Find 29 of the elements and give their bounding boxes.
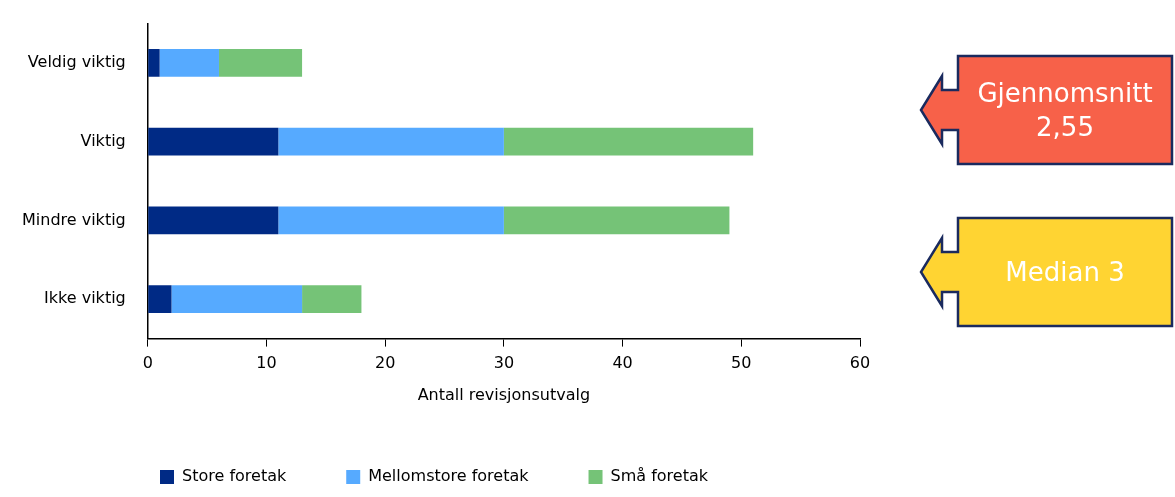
bar [148, 206, 279, 235]
bar [171, 285, 303, 314]
x-tick-label: 30 [493, 353, 515, 373]
bar [278, 206, 504, 235]
x-tick-label: 50 [731, 353, 752, 373]
x-axis-title: Antall revisjonsutvalg [417, 384, 591, 404]
bar [148, 127, 279, 156]
legend-label: Små foretak [610, 466, 709, 486]
bar [148, 49, 160, 77]
bar [503, 206, 730, 235]
x-tick-label: 0 [142, 353, 153, 373]
y-tick-label: Viktig [80, 130, 126, 150]
bar [159, 49, 219, 77]
y-tick-label: Ikke viktig [44, 288, 126, 308]
y-tick-label: Veldig viktig [27, 52, 126, 72]
bar [302, 285, 362, 314]
bar [148, 285, 172, 314]
text: Gjennomsnitt 2,55 [976, 77, 1154, 144]
x-tick-label: 10 [256, 353, 277, 373]
bar [218, 49, 303, 77]
bar [503, 127, 754, 156]
x-tick-label: 20 [374, 353, 396, 373]
bar [278, 127, 504, 156]
legend-label: Mellomstore foretak [368, 466, 530, 486]
y-tick-label: Mindre viktig [21, 209, 126, 229]
x-tick-label: 60 [849, 353, 871, 373]
legend-label: Store foretak [182, 466, 287, 486]
text: Median 3 [1004, 256, 1126, 289]
x-tick-label: 40 [612, 353, 633, 373]
